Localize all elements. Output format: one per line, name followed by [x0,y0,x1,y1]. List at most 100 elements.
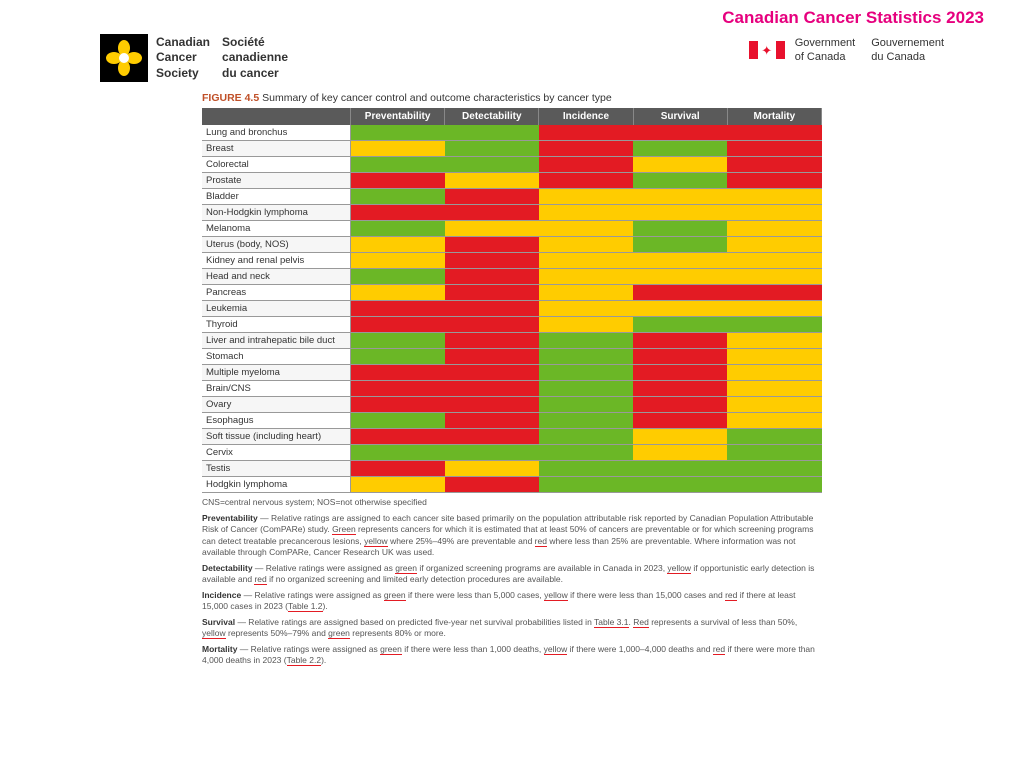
heat-cell [539,205,633,221]
heat-cell [633,413,727,429]
row-label: Cervix [202,445,351,461]
gov-logo-block: ✦ Governmentof Canada Gouvernementdu Can… [749,36,944,65]
footnote-mortality: Mortality — Relative ratings were assign… [202,644,822,667]
heat-cell [633,269,727,285]
heat-cell [633,349,727,365]
gov-text: Governmentof Canada Gouvernementdu Canad… [795,36,944,65]
gov-fr-1: Gouvernement [871,37,944,49]
row-label: Esophagus [202,413,351,429]
row-label: Lung and bronchus [202,125,351,141]
heat-cell [633,189,727,205]
ccs-text: CanadianCancerSociety Sociétécanadienned… [156,35,288,82]
row-label: Prostate [202,173,351,189]
figure-content: FIGURE 4.5 Summary of key cancer control… [202,92,822,667]
table-row: Head and neck [202,269,822,285]
heat-cell [539,189,633,205]
heat-cell [351,253,445,269]
gov-fr-2: du Canada [871,51,925,63]
heat-cell [633,429,727,445]
heat-cell [539,237,633,253]
heat-cell [727,397,821,413]
heat-cell [727,141,821,157]
footnote-survival: Survival — Relative ratings are assigned… [202,617,822,640]
heat-cell [633,141,727,157]
heat-cell [445,397,539,413]
heat-cell [445,413,539,429]
heat-cell [727,189,821,205]
ccs-logo-block: CanadianCancerSociety Sociétécanadienned… [100,34,288,82]
table-row: Bladder [202,189,822,205]
heat-cell [727,429,821,445]
row-label: Bladder [202,189,351,205]
ccs-en-2: Cancer [156,50,197,64]
table-row: Multiple myeloma [202,365,822,381]
heat-cell [539,477,633,493]
table-row: Brain/CNS [202,381,822,397]
column-header: Mortality [727,108,821,125]
heat-cell [727,349,821,365]
heat-cell [351,333,445,349]
heat-cell [351,189,445,205]
heat-cell [351,173,445,189]
heat-cell [351,237,445,253]
heat-cell [727,317,821,333]
heat-cell [351,365,445,381]
table-row: Non-Hodgkin lymphoma [202,205,822,221]
heat-cell [633,205,727,221]
heat-cell [727,477,821,493]
row-label: Soft tissue (including heart) [202,429,351,445]
heat-cell [445,157,539,173]
heat-cell [539,461,633,477]
row-label: Liver and intrahepatic bile duct [202,333,351,349]
table-row: Leukemia [202,301,822,317]
heat-cell [351,477,445,493]
heat-cell [539,125,633,141]
table-row: Thyroid [202,317,822,333]
heat-cell [445,173,539,189]
row-label: Kidney and renal pelvis [202,253,351,269]
table-row: Pancreas [202,285,822,301]
heat-cell [727,269,821,285]
row-label: Multiple myeloma [202,365,351,381]
ccs-en-3: Society [156,66,199,80]
row-label: Breast [202,141,351,157]
heat-cell [539,285,633,301]
heat-cell [351,205,445,221]
heat-cell [727,221,821,237]
heat-cell [351,429,445,445]
row-label: Colorectal [202,157,351,173]
heat-cell [445,269,539,285]
heat-cell [351,301,445,317]
heat-cell [539,173,633,189]
column-header: Preventability [351,108,445,125]
table-row: Ovary [202,397,822,413]
heat-cell [539,349,633,365]
heat-cell [445,189,539,205]
heat-cell [727,445,821,461]
heat-cell [445,461,539,477]
daffodil-icon [100,34,148,82]
heat-cell [445,477,539,493]
table-row: Colorectal [202,157,822,173]
table-row: Breast [202,141,822,157]
heat-cell [539,445,633,461]
heat-cell [633,285,727,301]
heat-cell [727,237,821,253]
footnotes: Preventability — Relative ratings are as… [202,513,822,667]
heat-cell [351,269,445,285]
heat-cell [727,413,821,429]
heat-cell [539,157,633,173]
heat-cell [445,429,539,445]
heatmap-table: PreventabilityDetectabilityIncidenceSurv… [202,108,822,493]
column-header: Survival [633,108,727,125]
table-row: Liver and intrahepatic bile duct [202,333,822,349]
heat-cell [633,125,727,141]
heat-cell [633,477,727,493]
row-label: Uterus (body, NOS) [202,237,351,253]
heat-cell [727,253,821,269]
heat-cell [539,221,633,237]
heat-cell [539,301,633,317]
heat-cell [445,253,539,269]
heat-cell [633,333,727,349]
row-label: Stomach [202,349,351,365]
